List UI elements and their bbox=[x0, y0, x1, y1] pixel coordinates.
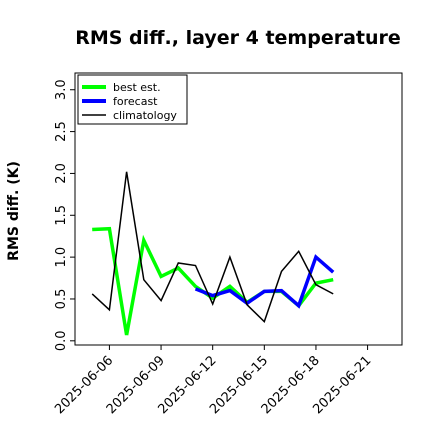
legend-label-best-est: best est. bbox=[113, 81, 161, 94]
series-line-climatology bbox=[91, 171, 334, 323]
y-tick-label: 0.5 bbox=[54, 289, 69, 310]
y-tick-label: 2.0 bbox=[54, 163, 69, 184]
chart-title: RMS diff., layer 4 temperature bbox=[75, 27, 401, 49]
x-axis: 2025-06-062025-06-092025-06-122025-06-15… bbox=[52, 345, 374, 417]
y-tick-label: 1.0 bbox=[54, 247, 69, 268]
y-axis: 0.0 0.5 1.0 1.5 2.0 2.5 3.0 bbox=[54, 79, 75, 351]
legend-label-climatology: climatology bbox=[113, 109, 177, 122]
legend-label-forecast: forecast bbox=[113, 95, 158, 108]
series-lines bbox=[91, 171, 335, 336]
y-tick-label: 0.0 bbox=[54, 330, 69, 351]
y-axis-label: RMS diff. (K) bbox=[6, 161, 22, 261]
y-tick-label: 1.5 bbox=[54, 205, 69, 226]
legend: best est. forecast climatology bbox=[77, 74, 188, 125]
y-tick-label: 2.5 bbox=[54, 121, 69, 142]
y-tick-label: 3.0 bbox=[54, 79, 69, 100]
